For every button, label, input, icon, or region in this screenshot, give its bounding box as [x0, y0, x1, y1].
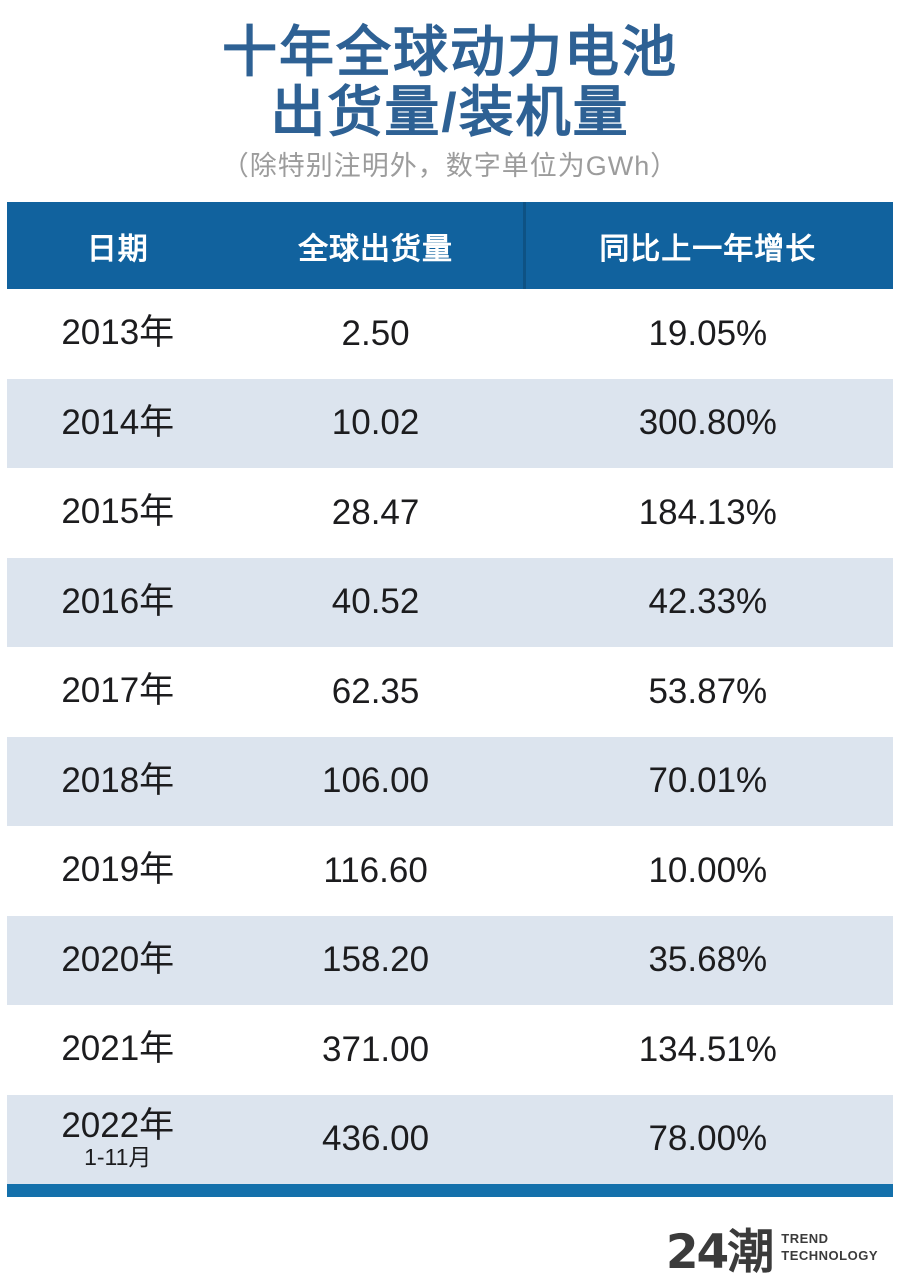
table-row: 2015年 28.47 184.13% — [7, 468, 893, 558]
table-row: 2020年 158.20 35.68% — [7, 915, 893, 1005]
cell-shipment: 371.00 — [322, 1029, 430, 1069]
cell-date: 2013年 — [7, 315, 229, 352]
cell-shipment: 10.02 — [331, 403, 420, 443]
table-body: 2013年 2.50 19.05% 2014年 10.02 300.80% 20… — [7, 289, 893, 1184]
cell-shipment: 2.50 — [341, 313, 410, 353]
title-block: 十年全球动力电池 出货量/装机量 （除特别注明外，数字单位为GWh） — [0, 0, 900, 182]
cell-shipment: 28.47 — [331, 492, 420, 532]
cell-growth: 19.05% — [648, 313, 768, 353]
cell-date: 2016年 — [7, 581, 229, 621]
table-row: 2018年 106.00 70.01% — [7, 736, 893, 826]
data-table: 日期 全球出货量 同比上一年增长 2013年 2.50 19.05% 2014年… — [7, 202, 893, 1184]
cell-growth: 53.87% — [648, 671, 768, 711]
cell-date-year: 2022年 — [61, 1105, 175, 1145]
page-subtitle: （除特别注明外，数字单位为GWh） — [221, 151, 679, 181]
cell-date: 2015年 — [7, 494, 229, 531]
column-header-shipment: 全球出货量 — [298, 232, 454, 266]
logo-wordmark: 24潮 — [665, 1225, 774, 1280]
bottom-accent-bar — [7, 1184, 893, 1197]
table-row: 2014年 10.02 300.80% — [7, 378, 893, 468]
cell-shipment: 436.00 — [322, 1119, 430, 1159]
cell-growth: 300.80% — [638, 403, 777, 443]
cell-date-year: 2019年 — [61, 850, 175, 890]
table-header-row: 日期 全球出货量 同比上一年增长 — [7, 202, 893, 289]
cell-shipment: 106.00 — [322, 761, 430, 801]
cell-date-year: 2017年 — [61, 671, 175, 711]
cell-date-year: 2013年 — [61, 313, 175, 353]
footer: 24潮 TREND TECHNOLOGY — [0, 1197, 900, 1282]
table-row: 2013年 2.50 19.05% — [7, 289, 893, 379]
cell-shipment: 116.60 — [323, 850, 428, 890]
page-title-line-2: 出货量/装机量 — [270, 81, 630, 143]
logo-tagline: TREND TECHNOLOGY — [781, 1231, 878, 1264]
cell-growth: 134.51% — [638, 1029, 777, 1069]
cell-date-year: 2021年 — [61, 1029, 175, 1069]
table-row: 2019年 116.60 10.00% — [7, 826, 893, 916]
table-row: 2021年 371.00 134.51% — [7, 1005, 893, 1095]
column-header-growth: 同比上一年增长 — [599, 232, 817, 266]
cell-date-year: 2018年 — [61, 760, 175, 800]
cell-shipment: 40.52 — [331, 582, 420, 622]
cell-shipment: 62.35 — [331, 671, 420, 711]
logo-tagline-line-1: TREND — [781, 1231, 829, 1247]
cell-date: 2022年 1-11月 — [7, 1105, 229, 1171]
cell-date: 2021年 — [7, 1031, 229, 1068]
cell-date: 2014年 — [7, 402, 229, 442]
cell-date: 2020年 — [7, 939, 229, 979]
cell-date-year: 2016年 — [61, 581, 175, 621]
cell-date-year: 2020年 — [61, 939, 175, 979]
cell-date: 2019年 — [7, 852, 229, 889]
cell-growth: 70.01% — [648, 761, 768, 801]
cell-growth: 10.00% — [648, 850, 768, 890]
cell-date: 2017年 — [7, 673, 229, 710]
cell-date-year: 2015年 — [61, 492, 175, 532]
table-row: 2017年 62.35 53.87% — [7, 647, 893, 737]
cell-growth: 35.68% — [648, 940, 768, 980]
column-header-date: 日期 — [86, 232, 149, 266]
page-title-line-1: 十年全球动力电池 — [221, 21, 678, 83]
cell-date: 2018年 — [7, 760, 229, 800]
logo-tagline-line-2: TECHNOLOGY — [781, 1247, 878, 1263]
column-divider — [522, 202, 526, 289]
brand-logo: 24潮 TREND TECHNOLOGY — [666, 1213, 878, 1282]
cell-growth: 78.00% — [648, 1119, 768, 1159]
cell-date-period: 1-11月 — [84, 1144, 152, 1171]
cell-growth: 42.33% — [648, 582, 768, 622]
cell-growth: 184.13% — [638, 492, 777, 532]
cell-date-year: 2014年 — [61, 402, 175, 442]
table-row: 2016年 40.52 42.33% — [7, 557, 893, 647]
table-row: 2022年 1-11月 436.00 78.00% — [7, 1094, 893, 1184]
cell-shipment: 158.20 — [322, 940, 430, 980]
